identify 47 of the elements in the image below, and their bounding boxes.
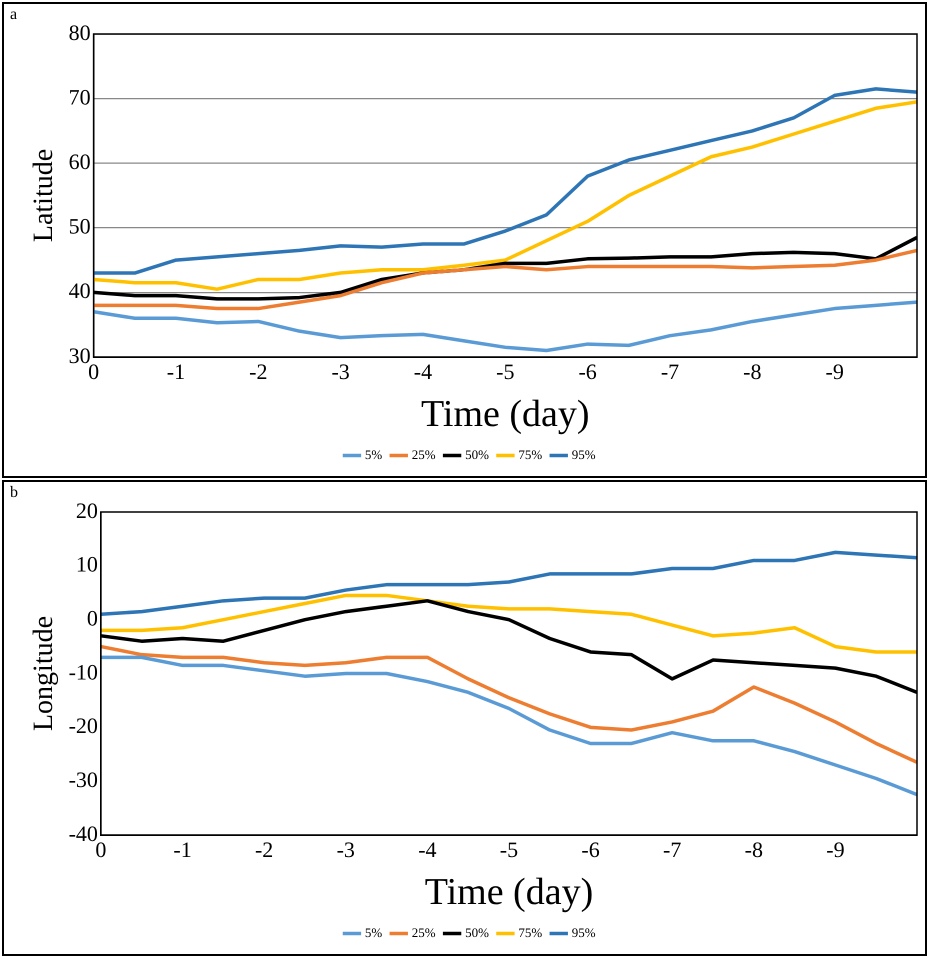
legend-label: 50% (465, 446, 490, 462)
x-tick-label: -5 (496, 358, 514, 384)
x-tick-label: -4 (414, 358, 432, 384)
y-tick-label: -40 (68, 820, 98, 846)
text: b (10, 484, 18, 502)
x-tick-label: -3 (336, 836, 355, 862)
x-tick-label: -4 (418, 836, 437, 862)
y-axis-title: Longitude (28, 616, 60, 732)
y-tick-label: 50 (68, 214, 91, 239)
y-tick-label: -10 (68, 659, 98, 684)
x-tick-label: -3 (331, 358, 350, 384)
y-tick-label: -20 (68, 713, 98, 738)
x-axis-title: Time (day) (424, 871, 594, 914)
y-tick-label: 30 (68, 342, 91, 368)
legend-label: 95% (572, 446, 596, 462)
y-axis-title: Latitude (28, 148, 60, 242)
legend-label: 25% (412, 924, 436, 940)
x-tick-label: -6 (578, 358, 597, 384)
text: a (10, 6, 18, 24)
x-tick-label: -9 (825, 358, 844, 384)
x-tick-label: -7 (663, 836, 682, 862)
legend-label: 25% (412, 446, 436, 462)
y-tick-label: 0 (86, 605, 98, 630)
y-tick-label: 60 (68, 148, 91, 174)
x-tick-label: -8 (744, 836, 763, 862)
legend-label: 95% (572, 924, 596, 940)
legend-label: 5% (364, 924, 382, 940)
x-tick-label: -2 (249, 358, 268, 384)
legend-label: 50% (465, 924, 490, 940)
y-tick-label: 70 (68, 84, 91, 110)
x-tick-label: -6 (581, 836, 600, 862)
x-tick-label: -9 (826, 836, 845, 862)
x-tick-label: -2 (254, 836, 274, 862)
y-tick-label: 20 (76, 498, 98, 523)
legend-label: 75% (518, 924, 542, 940)
y-tick-label: 10 (76, 552, 98, 577)
x-tick-label: -1 (166, 358, 186, 384)
x-tick-label: -1 (173, 836, 192, 862)
x-tick-label: -5 (500, 836, 518, 862)
legend-label: 5% (364, 446, 382, 462)
y-tick-label: 40 (68, 278, 91, 304)
legend-label: 75% (518, 446, 542, 462)
x-tick-label: -7 (660, 358, 680, 384)
x-tick-label: -8 (743, 358, 762, 384)
x-axis-title: Time (day) (421, 393, 590, 436)
y-tick-label: -30 (68, 766, 98, 792)
y-tick-label: 80 (68, 20, 91, 45)
